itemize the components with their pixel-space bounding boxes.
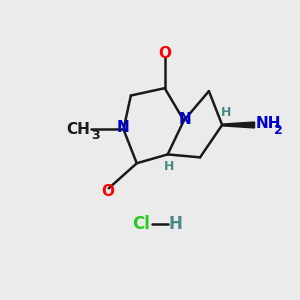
Text: N: N xyxy=(117,120,130,135)
Text: 3: 3 xyxy=(91,129,99,142)
Text: H: H xyxy=(164,160,174,173)
Text: O: O xyxy=(158,46,171,61)
Text: H: H xyxy=(220,106,231,119)
Text: NH: NH xyxy=(256,116,281,131)
Text: 2: 2 xyxy=(274,124,282,137)
Text: O: O xyxy=(101,184,114,199)
Text: N: N xyxy=(179,112,192,127)
Text: H: H xyxy=(168,214,182,232)
Polygon shape xyxy=(222,122,254,128)
Text: Cl: Cl xyxy=(132,214,150,232)
Text: CH: CH xyxy=(66,122,90,137)
